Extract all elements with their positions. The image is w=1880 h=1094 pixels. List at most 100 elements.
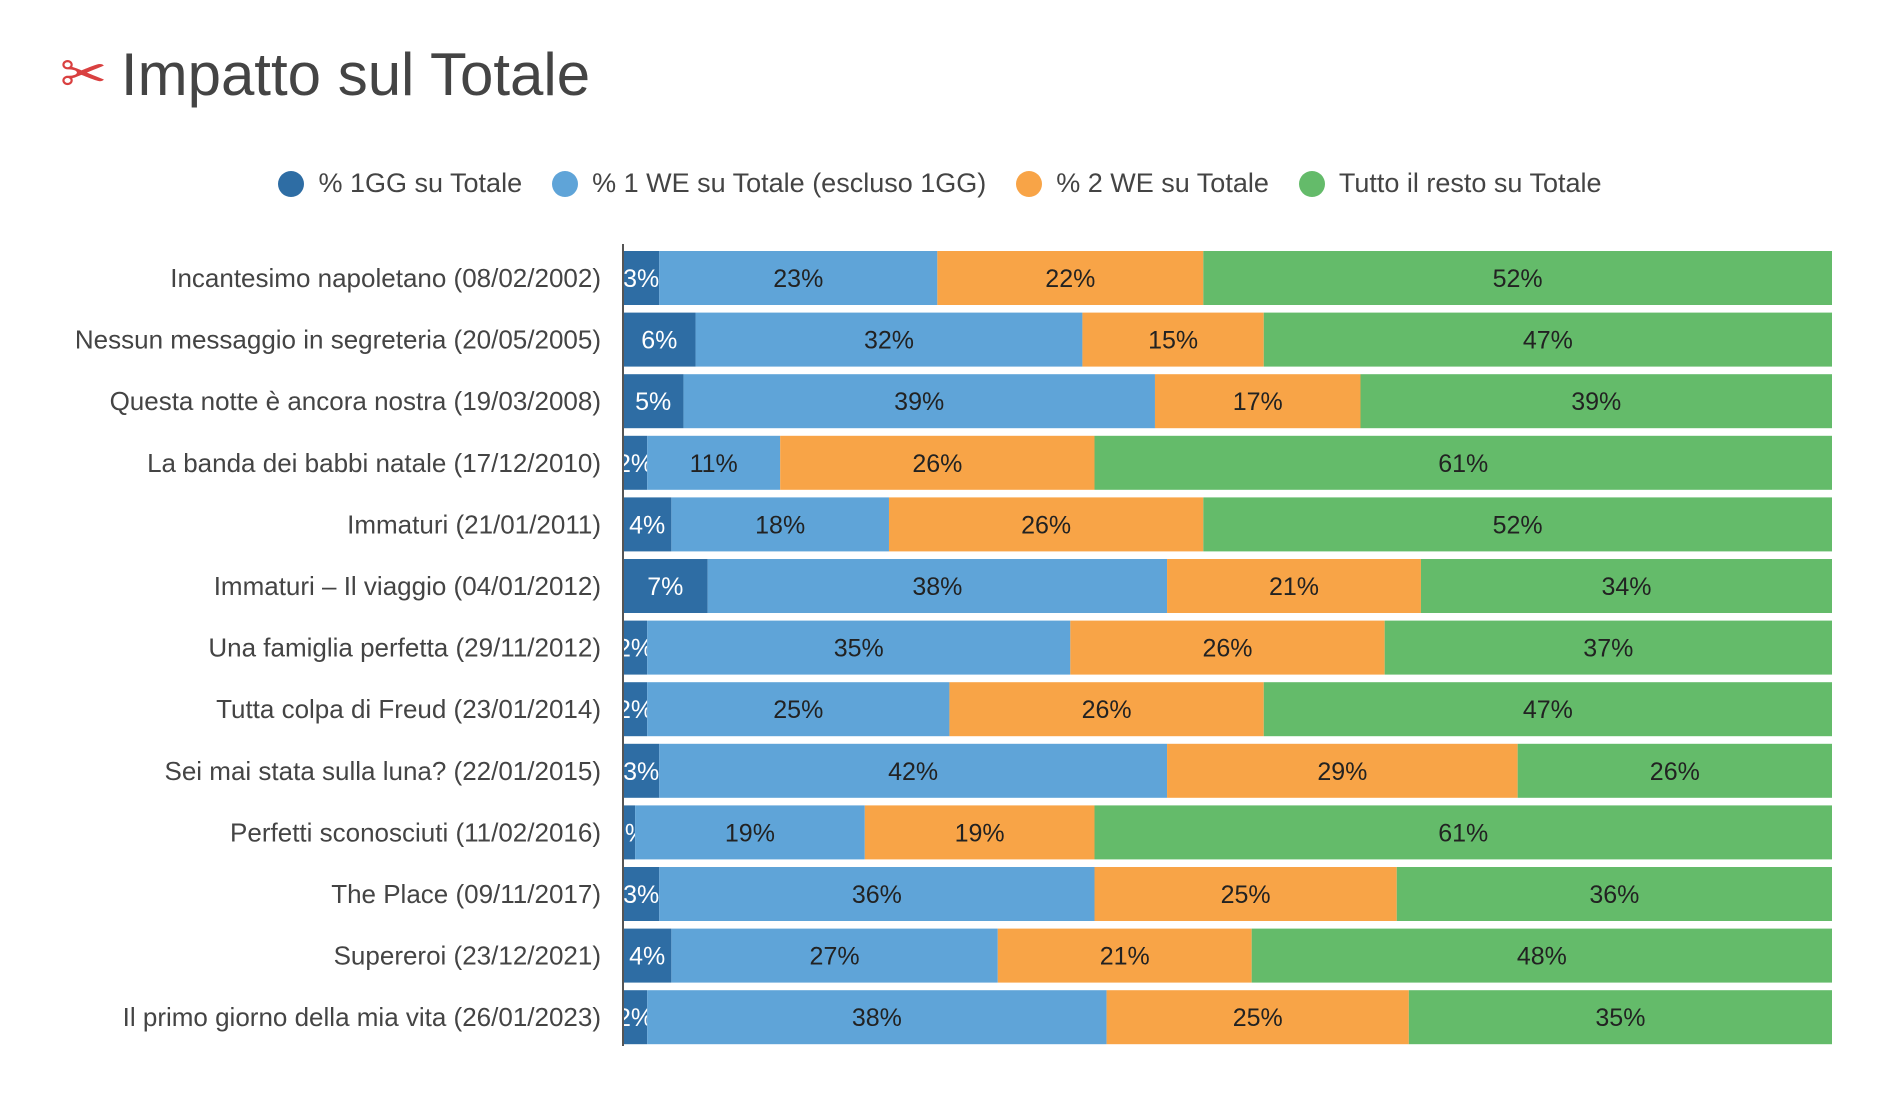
category-label: Sei mai stata sulla luna? (22/01/2015) <box>165 756 602 786</box>
bar-segment <box>623 805 636 860</box>
data-label: 19% <box>725 819 775 847</box>
bar-segment <box>623 928 672 983</box>
bar-segment <box>780 435 1095 490</box>
data-label: 25% <box>1221 881 1271 909</box>
data-label: 6% <box>641 327 677 355</box>
bar-segment <box>623 743 660 798</box>
data-label: 37% <box>1583 635 1633 663</box>
data-label: 15% <box>1148 327 1198 355</box>
data-label: 39% <box>1571 388 1621 416</box>
bar-segment <box>1263 682 1832 737</box>
data-label: 34% <box>1601 573 1651 601</box>
bar-segment <box>1396 867 1832 921</box>
bar-segment <box>623 620 648 675</box>
bar-segment <box>671 928 998 983</box>
data-label: 38% <box>852 1004 902 1032</box>
category-label: Il primo giorno della mia vita (26/01/20… <box>123 1002 601 1032</box>
legend-item: % 1GG su Totale <box>278 168 522 199</box>
bar-segment <box>623 435 648 490</box>
data-label: 5% <box>635 388 671 416</box>
bar-segment <box>647 620 1071 675</box>
data-label: 36% <box>1589 881 1639 909</box>
bar-segment <box>1070 620 1385 675</box>
bar-segment <box>623 559 708 613</box>
category-label: Tutta colpa di Freud (23/01/2014) <box>216 694 601 724</box>
bar-segment <box>949 682 1264 737</box>
data-label: 26% <box>912 450 962 478</box>
data-label: 61% <box>1438 819 1488 847</box>
category-label: La banda dei babbi natale (17/12/2010) <box>147 448 601 478</box>
legend-label: Tutto il resto su Totale <box>1338 168 1602 198</box>
bar-segment <box>695 312 1083 367</box>
category-label: Perfetti sconosciuti (11/02/2016) <box>230 817 601 847</box>
legend-swatch <box>1298 170 1325 197</box>
data-label: 22% <box>1045 265 1095 293</box>
bar-segment <box>1408 990 1832 1045</box>
bar-segment <box>1082 312 1264 367</box>
data-label: 17% <box>1233 388 1283 416</box>
bar-segment <box>1167 559 1421 613</box>
bar-segment <box>1420 559 1832 613</box>
bar-segment <box>647 435 781 490</box>
data-label: 38% <box>912 573 962 601</box>
legend-swatch <box>1016 170 1043 197</box>
data-label: 19% <box>955 819 1005 847</box>
legend-label: % 1GG su Totale <box>318 168 523 198</box>
data-label: 18% <box>755 511 805 539</box>
data-label: 26% <box>1021 511 1071 539</box>
data-label: 48% <box>1517 943 1567 971</box>
data-label: 25% <box>1233 1004 1283 1032</box>
data-label: 47% <box>1523 327 1573 355</box>
data-label: 3% <box>623 265 659 293</box>
bar-segment <box>659 867 1095 921</box>
bar-segment <box>1251 928 1832 983</box>
category-label: The Place (09/11/2017) <box>331 879 601 909</box>
data-label: 26% <box>1082 696 1132 724</box>
data-label: 35% <box>834 635 884 663</box>
bar-segment <box>1384 620 1832 675</box>
bar-segment <box>997 928 1252 983</box>
bar-segment <box>683 374 1155 429</box>
category-label: Immaturi – Il viaggio (04/01/2012) <box>214 571 601 601</box>
data-label: 47% <box>1523 696 1573 724</box>
bar-segment <box>635 805 865 860</box>
bar-segment <box>864 805 1095 860</box>
data-label: 52% <box>1493 265 1543 293</box>
data-label: 26% <box>1650 758 1700 786</box>
data-label: 21% <box>1100 943 1150 971</box>
bar-segment <box>1106 990 1409 1045</box>
bar-segment <box>1360 374 1832 429</box>
scissors-icon: ✂ <box>60 42 107 107</box>
chart-title: ✂ Impatto sul Totale <box>60 40 590 109</box>
bar-segment <box>623 251 660 305</box>
bar-segment <box>1167 743 1518 798</box>
bar-segment <box>1094 435 1832 490</box>
data-label: 4% <box>629 511 665 539</box>
category-label: Una famiglia perfetta (29/11/2012) <box>208 633 601 663</box>
legend-item: % 1 WE su Totale (escluso 1GG) <box>552 168 986 199</box>
legend-label: % 1 WE su Totale (escluso 1GG) <box>592 168 987 198</box>
bar-segment <box>707 559 1168 613</box>
data-label: 4% <box>629 943 665 971</box>
legend-swatch <box>278 170 305 197</box>
data-label: 52% <box>1493 511 1543 539</box>
data-label: 35% <box>1595 1004 1645 1032</box>
data-label: 32% <box>864 327 914 355</box>
bar-segment <box>659 743 1168 798</box>
legend-label: % 2 WE su Totale <box>1056 168 1269 198</box>
bar-segment <box>1094 805 1832 860</box>
data-label: 36% <box>852 881 902 909</box>
legend: % 1GG su Totale % 1 WE su Totale (escluso… <box>0 168 1880 199</box>
legend-swatch <box>552 170 579 197</box>
data-label: 21% <box>1269 573 1319 601</box>
data-label: 27% <box>810 943 860 971</box>
bar-segment <box>671 497 889 552</box>
bar-segment <box>647 682 950 737</box>
bar-segment <box>1517 743 1832 798</box>
bar-segment <box>623 374 684 429</box>
legend-item: Tutto il resto su Totale <box>1298 168 1602 199</box>
bar-segment <box>647 990 1107 1045</box>
data-label: 61% <box>1438 450 1488 478</box>
data-label: 7% <box>647 573 683 601</box>
